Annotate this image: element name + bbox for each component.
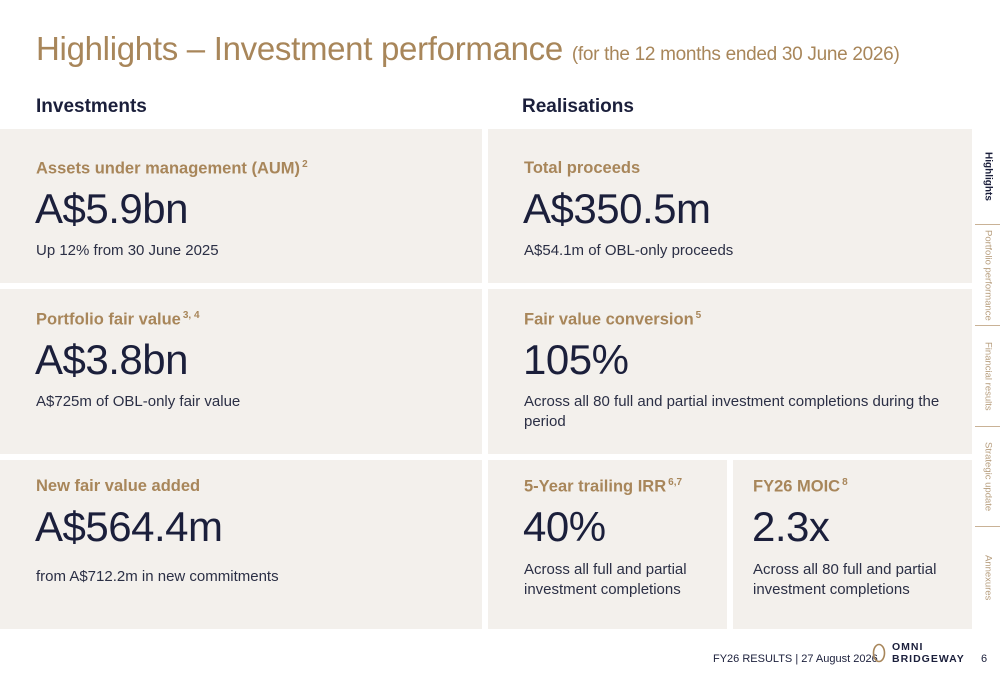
moic-card: FY26 MOIC 8 2.3x Across all 80 full and p… (733, 460, 972, 629)
irr-value: 40% (523, 503, 606, 550)
nav-financial-results-label: Financial results (982, 341, 994, 411)
fair-value-conversion-label: Fair value conversion 5 (524, 310, 701, 330)
moic-label-text: FY26 MOIC (753, 477, 841, 496)
new-fair-value-card: New fair value added A$564.4m from A$712… (0, 460, 482, 629)
investments-heading: Investments (36, 96, 147, 117)
logo-mark-icon (872, 643, 886, 663)
aum-footnote: 2 (302, 159, 308, 170)
aum-description: Up 12% from 30 June 2025 (36, 242, 219, 259)
aum-value: A$5.9bn (35, 185, 188, 232)
fair-value-description: A$725m of OBL-only fair value (36, 393, 241, 410)
total-proceeds-card: Total proceeds A$350.5m A$54.1m of OBL-o… (488, 129, 972, 283)
total-proceeds-label: Total proceeds (524, 159, 641, 177)
title-main: Highlights – Investment performance (36, 30, 563, 67)
fair-value-conversion-footnote: 5 (695, 310, 702, 321)
irr-label-text: 5-Year trailing IRR (524, 477, 667, 496)
fair-value-footnote: 3, 4 (182, 310, 200, 321)
aum-label-text: Assets under management (AUM) (36, 159, 301, 178)
fair-value-label-text: Portfolio fair value (36, 310, 181, 329)
irr-label: 5-Year trailing IRR 6,7 (524, 477, 682, 497)
nav-divider (975, 526, 1000, 527)
page-title: Highlights – Investment performance (for… (36, 30, 900, 68)
nav-annexures[interactable]: Annexures (975, 527, 1000, 628)
moic-label: FY26 MOIC 8 (753, 477, 848, 497)
moic-value: 2.3x (752, 503, 830, 550)
new-fair-value-value: A$564.4m (35, 503, 223, 550)
fair-value-value: A$3.8bn (35, 336, 188, 383)
nav-strategic-update-label: Strategic update (982, 441, 994, 512)
nav-annexures-label: Annexures (982, 554, 994, 601)
title-subtitle: (for the 12 months ended 30 June 2026) (571, 44, 900, 65)
fair-value-conversion-card: Fair value conversion 5 105% Across all 8… (488, 289, 972, 454)
irr-description: Across all full and partial investment c… (524, 561, 687, 598)
logo-line-2: BRIDGEWAY (892, 653, 965, 665)
nav-portfolio-performance-label: Portfolio performance (982, 229, 994, 321)
moic-description: Across all 80 full and partial investmen… (753, 561, 937, 598)
fair-value-label: Portfolio fair value 3, 4 (36, 310, 200, 330)
irr-card: 5-Year trailing IRR 6,7 40% Across all fu… (488, 460, 727, 629)
realisations-heading: Realisations (522, 96, 634, 117)
new-fair-value-label: New fair value added (36, 477, 201, 495)
footer-text: FY26 RESULTS | 27 August 2026 (713, 653, 878, 665)
total-proceeds-description: A$54.1m of OBL-only proceeds (524, 242, 734, 259)
fair-value-card: Portfolio fair value 3, 4 A$3.8bn A$725m … (0, 289, 482, 454)
logo-line-1: OMNI (892, 641, 924, 653)
fair-value-conversion-label-text: Fair value conversion (524, 310, 694, 329)
nav-highlights-label: Highlights (982, 151, 994, 201)
moic-footnote: 8 (842, 477, 848, 488)
nav-divider (975, 325, 1000, 326)
nav-financial-results[interactable]: Financial results (975, 326, 1000, 426)
nav-strategic-update[interactable]: Strategic update (975, 427, 1000, 526)
new-fair-value-description: from A$712.2m in new commitments (36, 568, 279, 585)
aum-card: Assets under management (AUM) 2 A$5.9bn U… (0, 129, 482, 283)
logo-wordmark: OMNI BRIDGEWAY (892, 641, 965, 665)
nav-divider (975, 224, 1000, 225)
fair-value-conversion-description: Across all 80 full and partial investmen… (524, 393, 940, 430)
irr-footnote: 6,7 (668, 477, 683, 488)
company-logo: OMNI BRIDGEWAY (872, 641, 965, 665)
nav-portfolio-performance[interactable]: Portfolio performance (975, 225, 1000, 325)
page-number: 6 (981, 653, 988, 665)
aum-label: Assets under management (AUM) 2 (36, 159, 308, 179)
fair-value-conversion-value: 105% (523, 336, 629, 383)
nav-divider (975, 426, 1000, 427)
total-proceeds-value: A$350.5m (523, 185, 711, 232)
nav-highlights[interactable]: Highlights (975, 128, 1000, 224)
